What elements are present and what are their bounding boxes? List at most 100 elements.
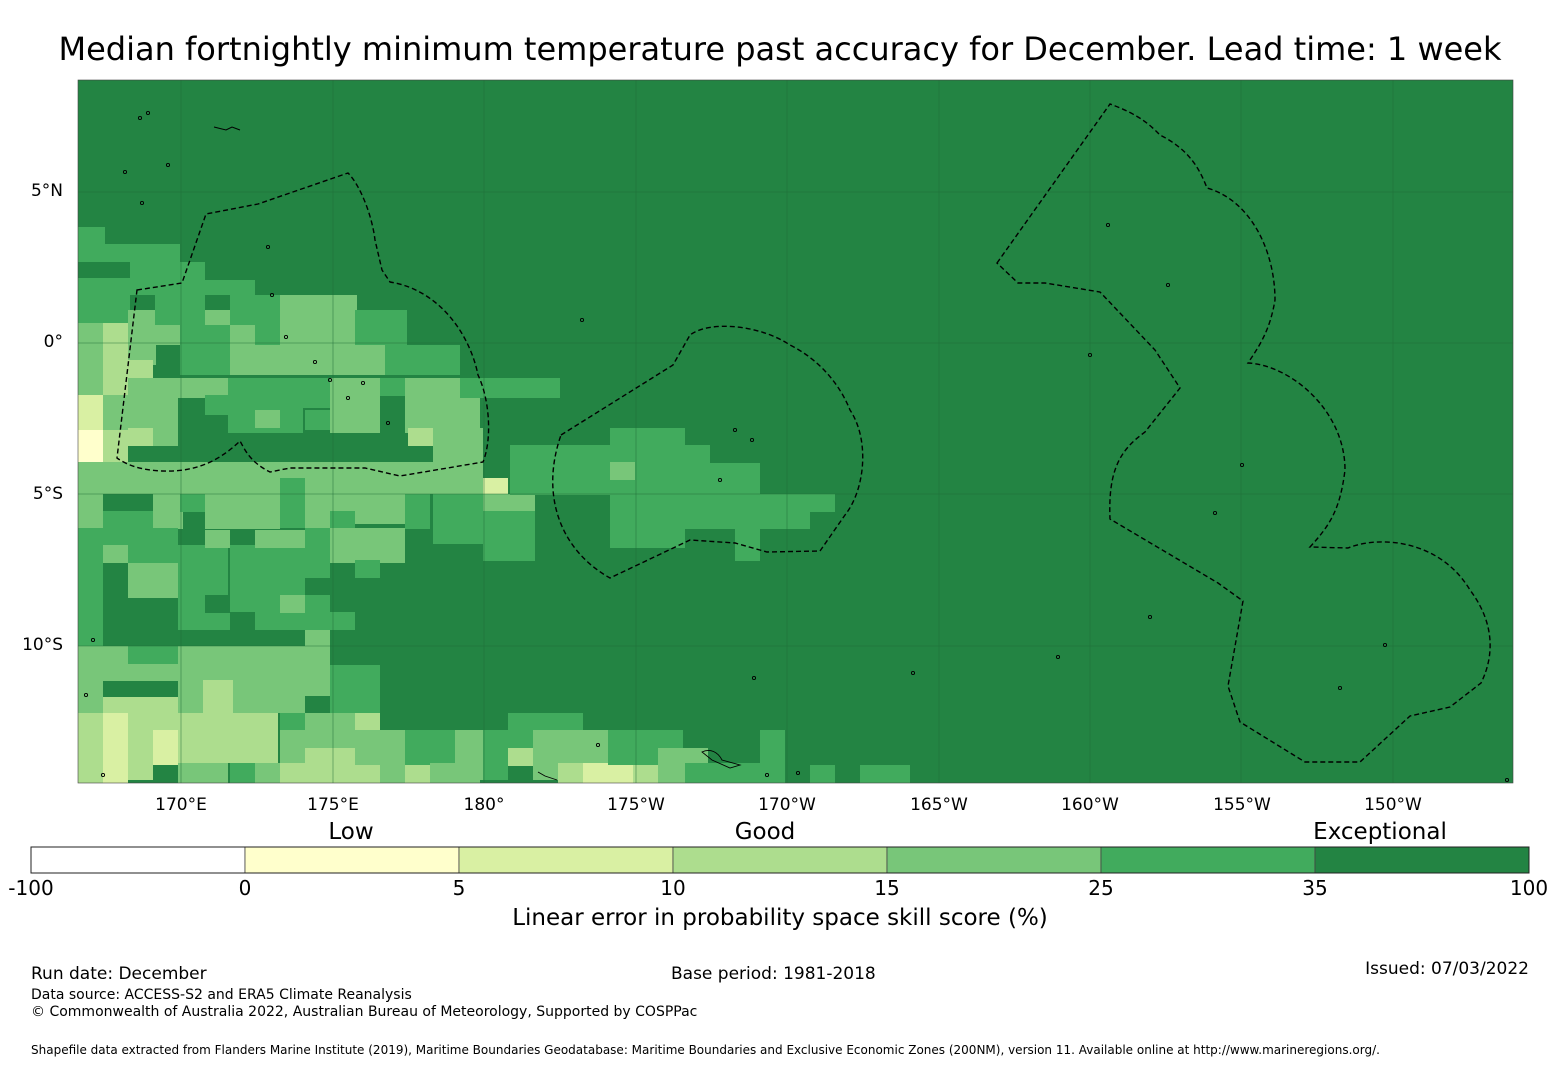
island-outline bbox=[751, 675, 757, 681]
skill-cell bbox=[633, 763, 658, 783]
island-outline bbox=[213, 126, 241, 131]
colorbar-segment bbox=[244, 846, 460, 874]
skill-cell bbox=[128, 646, 178, 664]
skill-cell bbox=[155, 325, 180, 345]
colorbar-axis-label: Linear error in probability space skill … bbox=[512, 905, 1048, 931]
skill-cell bbox=[355, 730, 405, 765]
skill-cell bbox=[583, 763, 633, 783]
skill-cell bbox=[103, 511, 153, 529]
skill-cell bbox=[130, 262, 180, 280]
lon-label-155w: 155°W bbox=[1213, 795, 1271, 815]
island-outline bbox=[1337, 685, 1343, 691]
category-good: Good bbox=[734, 819, 796, 845]
skill-cell bbox=[280, 378, 330, 408]
lon-label-150w: 150°W bbox=[1364, 795, 1422, 815]
skill-cell bbox=[155, 295, 205, 325]
map-title: Median fortnightly minimum temperature p… bbox=[58, 30, 1502, 68]
skill-cell bbox=[128, 730, 153, 780]
skill-cell bbox=[330, 528, 405, 563]
copyright: © Commonwealth of Australia 2022, Austra… bbox=[31, 1004, 698, 1020]
skill-cell bbox=[810, 765, 835, 783]
skill-cell bbox=[205, 530, 230, 548]
lat-label-10s: 10°S bbox=[22, 635, 63, 655]
skill-cell bbox=[205, 595, 230, 613]
skill-cell bbox=[78, 278, 130, 323]
island-outline bbox=[579, 317, 585, 323]
tick-15: 15 bbox=[874, 876, 900, 900]
colorbar-segment bbox=[1100, 846, 1316, 874]
skill-cell bbox=[255, 410, 280, 428]
skill-cell bbox=[178, 763, 228, 783]
skill-cell bbox=[280, 713, 305, 731]
skill-cell bbox=[128, 428, 153, 446]
skill-cell bbox=[103, 395, 128, 430]
island-outline bbox=[360, 380, 366, 386]
lat-label-0: 0° bbox=[43, 332, 63, 352]
island-outline bbox=[1212, 510, 1218, 516]
category-low: Low bbox=[328, 819, 374, 845]
skill-cell bbox=[280, 730, 305, 765]
skill-cell bbox=[280, 595, 305, 613]
lat-label-5n: 5°N bbox=[30, 181, 63, 201]
skill-cell bbox=[280, 763, 330, 783]
island-outline bbox=[537, 771, 558, 781]
category-exceptional: Exceptional bbox=[1313, 819, 1447, 845]
skill-cell bbox=[230, 325, 255, 345]
skill-cell bbox=[355, 494, 405, 524]
skill-cell bbox=[485, 378, 560, 398]
skill-cell bbox=[305, 630, 330, 648]
lon-label-160w: 160°W bbox=[1061, 795, 1119, 815]
island-outline bbox=[90, 637, 96, 643]
samoa-islands-outline bbox=[701, 749, 742, 769]
tick-5: 5 bbox=[452, 876, 466, 900]
island-outline bbox=[732, 427, 738, 433]
island-outline bbox=[1382, 642, 1388, 648]
skill-cell bbox=[203, 680, 233, 715]
skill-cell bbox=[230, 763, 255, 783]
skill-cell bbox=[330, 612, 355, 630]
skill-cell bbox=[305, 646, 330, 696]
island-outline bbox=[100, 772, 106, 778]
skill-cell bbox=[380, 378, 405, 396]
skill-cell bbox=[78, 430, 103, 462]
island-outline bbox=[269, 292, 275, 298]
skill-cell bbox=[178, 378, 228, 398]
skill-cell bbox=[130, 280, 230, 295]
island-outline bbox=[910, 670, 916, 676]
skill-cell bbox=[153, 462, 253, 494]
island-outline bbox=[283, 334, 289, 340]
skill-cell bbox=[78, 713, 103, 783]
skill-cell bbox=[735, 511, 760, 561]
skill-cell bbox=[78, 227, 105, 262]
skill-cell bbox=[103, 713, 128, 783]
skill-cell bbox=[103, 545, 128, 563]
skill-cell bbox=[305, 595, 330, 630]
skill-cell bbox=[305, 410, 330, 430]
lon-label-180: 180° bbox=[463, 795, 505, 815]
skill-cell bbox=[128, 310, 156, 365]
skill-cell bbox=[255, 310, 280, 345]
skill-cell bbox=[255, 763, 285, 783]
lon-label-175w: 175°W bbox=[607, 795, 665, 815]
island-outline bbox=[122, 169, 128, 175]
skill-cell bbox=[153, 494, 183, 529]
skill-cell bbox=[685, 445, 710, 463]
island-outline bbox=[265, 244, 271, 250]
skill-cell bbox=[508, 748, 533, 766]
island-outline bbox=[1105, 222, 1111, 228]
skill-cell bbox=[230, 545, 305, 595]
colorbar-frame bbox=[30, 846, 1530, 874]
skill-cell bbox=[153, 378, 178, 413]
island-outline bbox=[595, 742, 601, 748]
base-period: Base period: 1981-2018 bbox=[671, 964, 876, 984]
skill-cell bbox=[103, 360, 128, 395]
skill-cell bbox=[330, 378, 380, 433]
skill-map[interactable] bbox=[77, 79, 1514, 784]
skill-cell bbox=[403, 462, 483, 494]
skill-cell bbox=[153, 428, 178, 446]
lon-label-170w: 170°W bbox=[758, 795, 816, 815]
skill-cell bbox=[460, 378, 485, 398]
run-date: Run date: December bbox=[31, 964, 207, 984]
lat-label-5s: 5°S bbox=[32, 484, 63, 504]
skill-cell bbox=[103, 430, 128, 462]
